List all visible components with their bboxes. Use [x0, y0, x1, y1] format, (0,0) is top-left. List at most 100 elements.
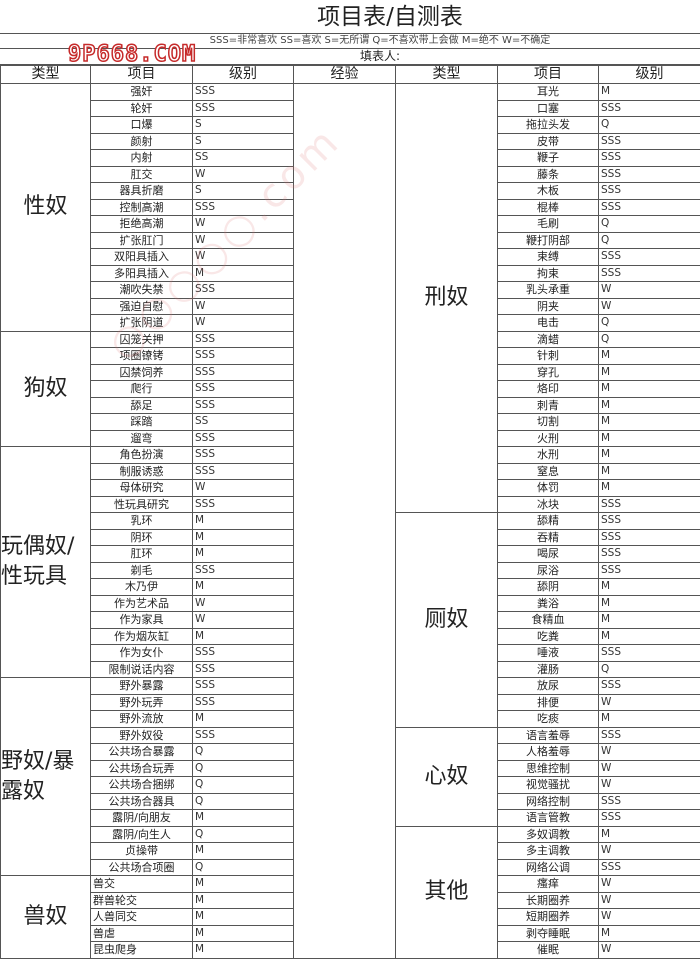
level-cell[interactable]: SSS: [599, 265, 700, 282]
level-cell[interactable]: SSS: [599, 810, 700, 827]
level-cell[interactable]: SSS: [193, 727, 294, 744]
level-cell[interactable]: W: [599, 843, 700, 860]
level-cell[interactable]: W: [599, 282, 700, 299]
level-cell[interactable]: SSS: [193, 463, 294, 480]
level-cell[interactable]: SSS: [599, 150, 700, 167]
level-cell[interactable]: W: [193, 480, 294, 497]
level-cell[interactable]: SSS: [193, 562, 294, 579]
level-cell[interactable]: M: [193, 513, 294, 530]
level-cell[interactable]: M: [599, 447, 700, 464]
level-cell[interactable]: M: [599, 480, 700, 497]
level-cell[interactable]: Q: [599, 216, 700, 233]
level-cell[interactable]: M: [599, 595, 700, 612]
level-cell[interactable]: Q: [193, 744, 294, 761]
level-cell[interactable]: Q: [599, 232, 700, 249]
level-cell[interactable]: W: [193, 298, 294, 315]
level-cell[interactable]: M: [193, 579, 294, 596]
level-cell[interactable]: S: [193, 117, 294, 134]
level-cell[interactable]: SSS: [193, 496, 294, 513]
level-cell[interactable]: M: [599, 628, 700, 645]
level-cell[interactable]: Q: [193, 826, 294, 843]
level-cell[interactable]: W: [599, 777, 700, 794]
level-cell[interactable]: M: [193, 711, 294, 728]
level-cell[interactable]: SSS: [193, 84, 294, 101]
level-cell[interactable]: Q: [599, 661, 700, 678]
level-cell[interactable]: M: [193, 909, 294, 926]
level-cell[interactable]: SSS: [599, 678, 700, 695]
level-cell[interactable]: W: [193, 595, 294, 612]
level-cell[interactable]: M: [599, 348, 700, 365]
experience-cell[interactable]: [294, 84, 396, 959]
level-cell[interactable]: M: [599, 397, 700, 414]
level-cell[interactable]: W: [193, 315, 294, 332]
level-cell[interactable]: SSS: [193, 100, 294, 117]
level-cell[interactable]: SSS: [599, 513, 700, 530]
level-cell[interactable]: SSS: [599, 645, 700, 662]
level-cell[interactable]: W: [599, 744, 700, 761]
level-cell[interactable]: SSS: [599, 100, 700, 117]
level-cell[interactable]: S: [193, 183, 294, 200]
level-cell[interactable]: SSS: [599, 133, 700, 150]
level-cell[interactable]: SSS: [599, 859, 700, 876]
level-cell[interactable]: SSS: [193, 282, 294, 299]
level-cell[interactable]: SS: [193, 150, 294, 167]
level-cell[interactable]: SSS: [599, 166, 700, 183]
level-cell[interactable]: SSS: [599, 562, 700, 579]
level-cell[interactable]: SSS: [599, 793, 700, 810]
level-cell[interactable]: Q: [599, 331, 700, 348]
level-cell[interactable]: S: [193, 133, 294, 150]
level-cell[interactable]: W: [193, 612, 294, 629]
level-cell[interactable]: Q: [599, 117, 700, 134]
level-cell[interactable]: SSS: [193, 364, 294, 381]
level-cell[interactable]: M: [193, 892, 294, 909]
level-cell[interactable]: M: [599, 826, 700, 843]
level-cell[interactable]: M: [193, 546, 294, 563]
level-cell[interactable]: M: [599, 381, 700, 398]
level-cell[interactable]: SSS: [599, 183, 700, 200]
level-cell[interactable]: SSS: [193, 430, 294, 447]
level-cell[interactable]: M: [193, 265, 294, 282]
level-cell[interactable]: M: [599, 579, 700, 596]
level-cell[interactable]: M: [599, 84, 700, 101]
level-cell[interactable]: SSS: [193, 661, 294, 678]
level-cell[interactable]: SSS: [193, 694, 294, 711]
level-cell[interactable]: W: [193, 232, 294, 249]
level-cell[interactable]: M: [599, 463, 700, 480]
level-cell[interactable]: SSS: [193, 199, 294, 216]
level-cell[interactable]: SSS: [599, 199, 700, 216]
level-cell[interactable]: Q: [599, 315, 700, 332]
level-cell[interactable]: M: [193, 925, 294, 942]
level-cell[interactable]: W: [193, 249, 294, 266]
level-cell[interactable]: Q: [193, 760, 294, 777]
level-cell[interactable]: W: [599, 694, 700, 711]
level-cell[interactable]: SSS: [193, 447, 294, 464]
level-cell[interactable]: M: [193, 843, 294, 860]
level-cell[interactable]: W: [599, 298, 700, 315]
level-cell[interactable]: W: [193, 216, 294, 233]
level-cell[interactable]: SSS: [193, 381, 294, 398]
level-cell[interactable]: SSS: [599, 249, 700, 266]
level-cell[interactable]: Q: [193, 777, 294, 794]
level-cell[interactable]: SSS: [193, 348, 294, 365]
level-cell[interactable]: Q: [193, 859, 294, 876]
level-cell[interactable]: SSS: [599, 496, 700, 513]
level-cell[interactable]: M: [193, 810, 294, 827]
level-cell[interactable]: M: [599, 430, 700, 447]
level-cell[interactable]: W: [599, 876, 700, 893]
level-cell[interactable]: Q: [193, 793, 294, 810]
level-cell[interactable]: SSS: [193, 331, 294, 348]
level-cell[interactable]: M: [599, 711, 700, 728]
level-cell[interactable]: M: [599, 364, 700, 381]
level-cell[interactable]: SSS: [599, 546, 700, 563]
level-cell[interactable]: SSS: [599, 727, 700, 744]
level-cell[interactable]: W: [193, 166, 294, 183]
level-cell[interactable]: M: [193, 876, 294, 893]
level-cell[interactable]: M: [599, 925, 700, 942]
level-cell[interactable]: SSS: [193, 678, 294, 695]
level-cell[interactable]: M: [193, 529, 294, 546]
level-cell[interactable]: SSS: [193, 645, 294, 662]
level-cell[interactable]: M: [193, 628, 294, 645]
level-cell[interactable]: W: [599, 760, 700, 777]
level-cell[interactable]: M: [599, 612, 700, 629]
level-cell[interactable]: W: [599, 909, 700, 926]
